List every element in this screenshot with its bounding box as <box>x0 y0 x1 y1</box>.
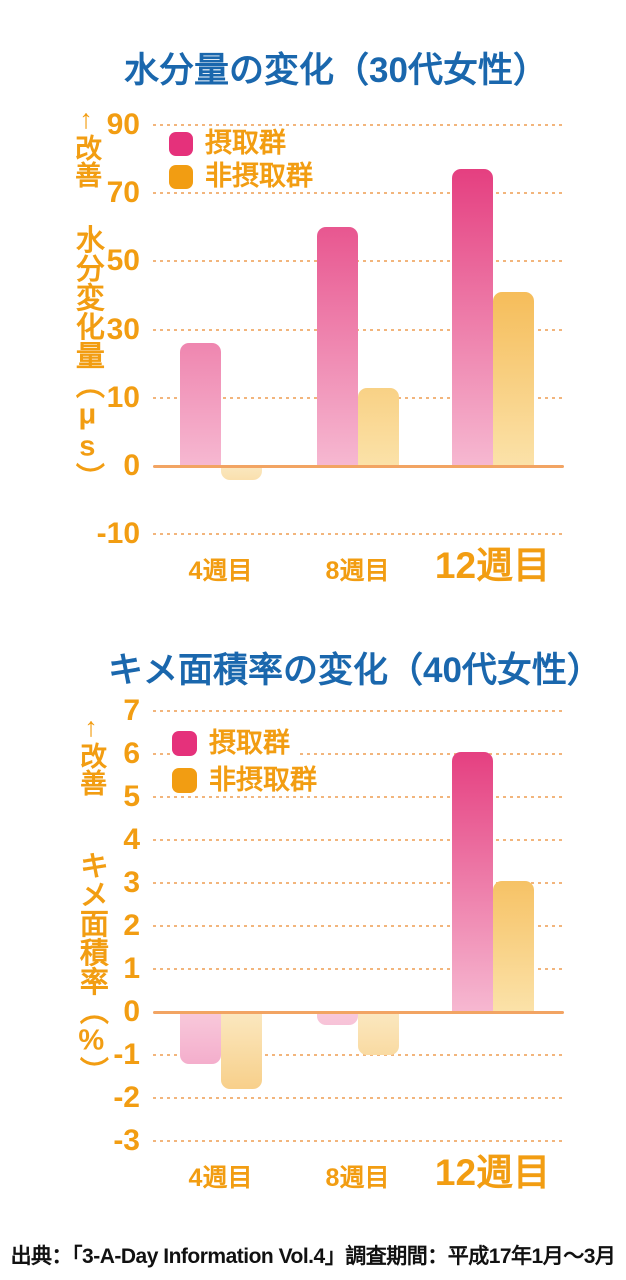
bar-non-intake-group-week4 <box>220 466 262 480</box>
improvement-arrow-label: ↑改善 <box>71 104 102 188</box>
chart-water-content-change: 水分量の変化（30代女性） ↑改善 水分変化量（μs） 90 70 50 30 10 0 -10… <box>6 6 618 1216</box>
gridline-3 <box>153 882 564 884</box>
y-tick-50: 50 <box>106 244 140 278</box>
gridline-7 <box>153 710 564 712</box>
legend-label: 非摂取群 <box>209 765 317 795</box>
y-tick--10: -10 <box>96 517 140 551</box>
legend-swatch-intake-group <box>169 131 193 156</box>
chart-title: キメ面積率の変化（40代女性） <box>108 651 602 690</box>
legend-label: 摂取群 <box>209 728 290 758</box>
chart-title: 水分量の変化（30代女性） <box>124 51 548 90</box>
gridline-4 <box>153 839 564 841</box>
legend-non-intake-group: 非摂取群 <box>169 163 323 190</box>
improvement-arrow-label: ↑改善 <box>76 712 107 796</box>
y-tick-70: 70 <box>106 176 140 210</box>
bar-intake-group-week8 <box>316 227 358 466</box>
bar-non-intake-group-week4 <box>220 1012 262 1090</box>
x-label-week8: 8週目 <box>325 557 390 585</box>
x-label-week8: 8週目 <box>325 1164 390 1192</box>
bar-non-intake-group-week8 <box>357 1012 399 1055</box>
gridline--3 <box>153 1140 564 1142</box>
bar-intake-group-week8 <box>316 1012 358 1025</box>
gridline-90 <box>153 124 564 126</box>
x-label-week4: 4週目 <box>188 1164 253 1192</box>
gridline--10 <box>153 533 564 536</box>
x-axis-zero-line <box>153 1011 564 1014</box>
bar-intake-group-week12 <box>451 169 493 466</box>
y-tick-2: 2 <box>123 909 140 942</box>
chart-texture-area-change: キメ面積率の変化（40代女性） ↑改善 キメ面積率（%） 7 6 5 4 3 2 1 0 -1 -2-… <box>6 6 618 1216</box>
legend-label: 非摂取群 <box>205 161 313 191</box>
gridline--1 <box>153 1054 564 1056</box>
legend-swatch-non-intake-group <box>169 164 193 189</box>
gridline-1 <box>153 968 564 970</box>
bar-non-intake-group-week12 <box>492 292 534 466</box>
y-tick--1: -1 <box>113 1038 140 1071</box>
bar-intake-group-week4 <box>179 343 221 466</box>
gridline-30 <box>153 328 564 331</box>
y-tick-0: 0 <box>123 449 140 482</box>
bar-intake-group-week4 <box>179 1012 221 1064</box>
source-citation: 出典：「3-A-Day Information Vol.4」調査期間：平成17年… <box>10 1245 616 1268</box>
gridline-6 <box>153 753 564 755</box>
legend-swatch-intake-group <box>172 731 197 756</box>
bar-non-intake-group-week12 <box>492 880 534 1012</box>
x-label-week12: 12週目 <box>434 1152 551 1193</box>
legend-non-intake-group: 非摂取群 <box>172 767 327 794</box>
y-tick-1: 1 <box>123 952 140 985</box>
y-tick-30: 30 <box>106 312 140 346</box>
y-tick-3: 3 <box>123 866 140 899</box>
legend-intake-group: 摂取群 <box>169 130 296 157</box>
legend-swatch-non-intake-group <box>172 768 197 793</box>
gridline--2 <box>153 1097 564 1099</box>
gridline-2 <box>153 925 564 927</box>
y-tick-7: 7 <box>123 694 140 727</box>
y-tick--3: -3 <box>113 1124 140 1157</box>
legend-label: 摂取群 <box>205 128 286 158</box>
y-tick-90: 90 <box>106 108 140 141</box>
legend-intake-group: 摂取群 <box>172 730 300 757</box>
y-tick--2: -2 <box>113 1081 140 1114</box>
bar-intake-group-week12 <box>451 751 493 1012</box>
y-axis-title: キメ面積率（%） <box>75 850 108 1086</box>
y-tick-6: 6 <box>123 737 140 770</box>
x-label-week4: 4週目 <box>188 557 253 585</box>
x-label-week12: 12週目 <box>434 545 551 586</box>
gridline-70 <box>153 192 564 195</box>
bar-non-intake-group-week8 <box>357 387 399 466</box>
gridline-5 <box>153 796 564 798</box>
infographic-card: 水分量の変化（30代女性） ↑改善 水分変化量（μs） 90 70 50 30 10 0 -10… <box>6 6 618 1216</box>
y-axis-title: 水分変化量（μs） <box>71 224 104 492</box>
y-tick-4: 4 <box>123 823 140 856</box>
gridline-50 <box>153 260 564 263</box>
y-tick-5: 5 <box>123 780 140 813</box>
y-tick-10: 10 <box>106 380 140 414</box>
x-axis-zero-line <box>153 465 564 468</box>
y-tick-0: 0 <box>123 995 140 1028</box>
